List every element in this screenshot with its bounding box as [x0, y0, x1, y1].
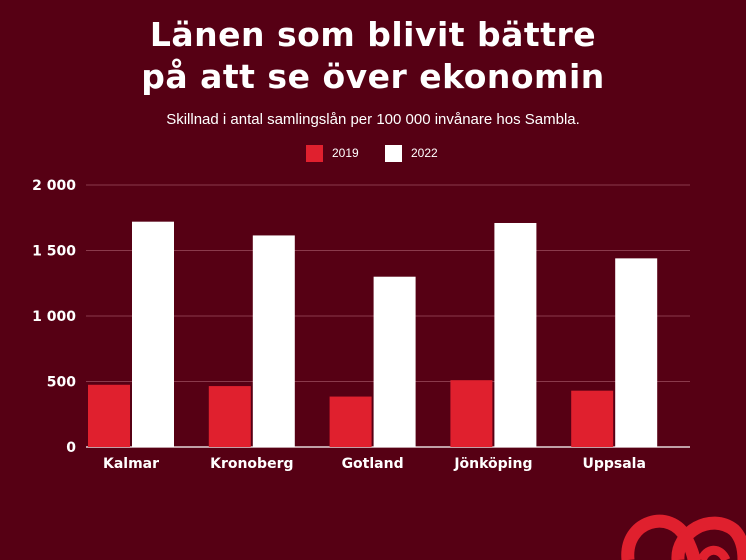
- legend-swatch-2019: [306, 144, 323, 162]
- y-tick-label: 0: [66, 440, 76, 456]
- legend-label-2022: 2022: [411, 146, 438, 160]
- x-tick-label: Gotland: [342, 456, 404, 472]
- x-tick-label: Kalmar: [103, 456, 159, 472]
- sambla-logo-icon: [621, 514, 746, 560]
- bar-2019-gotland: [329, 396, 372, 447]
- bar-2022-gotland: [373, 276, 416, 447]
- y-tick-label: 500: [47, 375, 76, 391]
- chart-subtitle: Skillnad i antal samlingslån per 100 000…: [166, 111, 580, 128]
- chart-title-line-2: på att se över ekonomin: [141, 57, 605, 96]
- y-tick-label: 1 500: [32, 244, 76, 260]
- bar-2019-uppsala: [571, 390, 614, 447]
- bar-2019-kalmar: [88, 384, 130, 447]
- chart-legend: 2019 2022: [0, 144, 746, 164]
- y-tick-label: 1 000: [32, 309, 76, 325]
- x-tick-label: Uppsala: [582, 456, 645, 472]
- legend-item-2022: 2022: [385, 144, 438, 162]
- y-tick-label: 2 000: [32, 178, 76, 194]
- x-tick-label: Kronoberg: [210, 456, 293, 472]
- legend-label-2019: 2019: [332, 146, 359, 160]
- chart-title: Länen som blivit bättre på att se över e…: [0, 14, 746, 98]
- bar-2022-kronoberg: [252, 235, 295, 447]
- bar-2022-jönköping: [494, 222, 537, 447]
- bar-2019-jönköping: [450, 380, 493, 447]
- bar-2022-uppsala: [615, 258, 658, 447]
- legend-swatch-2022: [385, 144, 402, 162]
- chart-title-line-1: Länen som blivit bättre: [149, 15, 597, 54]
- bar-2019-kronoberg: [208, 386, 251, 447]
- x-tick-label: Jönköping: [453, 456, 532, 472]
- legend-item-2019: 2019: [306, 144, 359, 162]
- bar-2022-kalmar: [132, 221, 174, 447]
